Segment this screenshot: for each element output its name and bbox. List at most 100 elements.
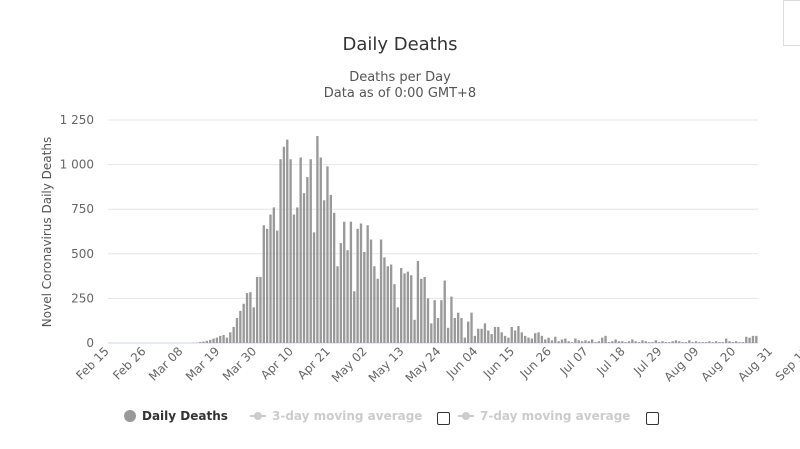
checkbox-3-day-average[interactable] (437, 412, 450, 425)
bar (678, 341, 681, 343)
bar (520, 332, 523, 343)
circle-marker-icon (124, 410, 136, 422)
bar (198, 342, 202, 343)
bar (443, 280, 446, 343)
bar (456, 312, 460, 343)
bar (359, 223, 363, 343)
bar (453, 318, 456, 343)
context-menu-button[interactable] (783, 0, 800, 46)
bar (530, 338, 534, 343)
bar (269, 214, 272, 343)
bar (212, 338, 215, 343)
bar (363, 252, 366, 343)
bar (550, 340, 554, 343)
bar (353, 291, 356, 343)
x-tick-label: Mar 08 (146, 344, 185, 383)
bar (547, 337, 550, 343)
legend-label: 3-day moving average (272, 409, 423, 423)
chart-subtitle-line-1: Deaths per Day (349, 70, 451, 85)
bar (446, 327, 450, 343)
bar (527, 337, 530, 343)
chart-title: Daily Deaths (342, 34, 458, 55)
bar (698, 342, 701, 343)
x-tick-label: Jul 07 (557, 344, 591, 378)
bar (684, 342, 688, 343)
legend-item-daily-deaths[interactable]: Daily Deaths (124, 409, 228, 423)
bar (373, 266, 376, 343)
y-tick-label: 1 250 (60, 113, 94, 127)
y-tick-label: 250 (71, 291, 94, 305)
bar (229, 332, 232, 343)
bar (577, 340, 580, 343)
x-tick-label: Apr 10 (258, 344, 296, 382)
checkbox-7-day-average[interactable] (646, 412, 659, 425)
bar (594, 342, 597, 343)
bar (560, 339, 564, 343)
bar (725, 338, 728, 343)
bar (634, 341, 637, 343)
bar (507, 337, 510, 343)
y-tick-label: 750 (71, 202, 94, 216)
bar (587, 341, 590, 343)
legend-item-3-day-average[interactable]: 3-day moving average (250, 409, 422, 423)
bar (332, 212, 336, 343)
bar (731, 342, 735, 343)
bar (276, 230, 279, 343)
bar (721, 342, 724, 343)
bar (493, 326, 497, 343)
bar (718, 342, 721, 343)
legend-item-7-day-average[interactable]: 7-day moving average (458, 409, 630, 423)
bar (400, 268, 403, 343)
bar (319, 157, 322, 343)
bar (239, 310, 242, 343)
bar (503, 335, 507, 343)
bar (376, 278, 379, 343)
x-tick-label: Jun 04 (443, 344, 480, 381)
bar (691, 342, 694, 343)
bar (661, 341, 664, 343)
bar (473, 335, 477, 343)
x-tick-label: May 13 (366, 344, 407, 385)
bar (209, 339, 212, 343)
bar (614, 339, 617, 343)
bar (202, 341, 205, 343)
bar (430, 323, 433, 343)
bar (490, 334, 493, 343)
bar (312, 232, 316, 343)
bar (356, 228, 359, 343)
bar (339, 243, 343, 343)
bar (597, 341, 601, 343)
bar (346, 250, 349, 343)
bar (436, 318, 440, 343)
bar (681, 342, 684, 343)
bar (708, 341, 711, 343)
bar (537, 332, 540, 343)
bar (383, 257, 386, 343)
x-tick-label: Jul 29 (630, 344, 664, 378)
bar (450, 296, 453, 343)
bar (704, 342, 708, 343)
bar (627, 341, 631, 343)
bar (523, 335, 527, 343)
bar (389, 264, 393, 343)
y-tick-label: 1 000 (60, 158, 94, 172)
bar (580, 341, 584, 343)
x-tick-label: Aug 20 (698, 344, 738, 384)
bar (423, 276, 426, 343)
bar (714, 341, 718, 343)
bar (601, 337, 604, 343)
bar (245, 293, 249, 343)
bar (235, 318, 239, 343)
bar (225, 337, 229, 343)
bar (477, 328, 480, 343)
bar (497, 326, 500, 343)
bar (272, 207, 276, 343)
bar (259, 276, 262, 343)
bar (326, 166, 329, 343)
bar (674, 340, 678, 343)
bar (694, 341, 698, 343)
bar (631, 339, 634, 343)
bar (406, 271, 410, 343)
bar (534, 333, 537, 343)
